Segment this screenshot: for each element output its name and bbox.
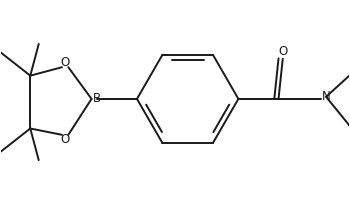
Text: O: O: [61, 57, 70, 70]
Text: O: O: [61, 133, 70, 146]
Text: O: O: [278, 45, 287, 58]
Text: B: B: [93, 92, 101, 105]
Text: N: N: [322, 90, 330, 103]
